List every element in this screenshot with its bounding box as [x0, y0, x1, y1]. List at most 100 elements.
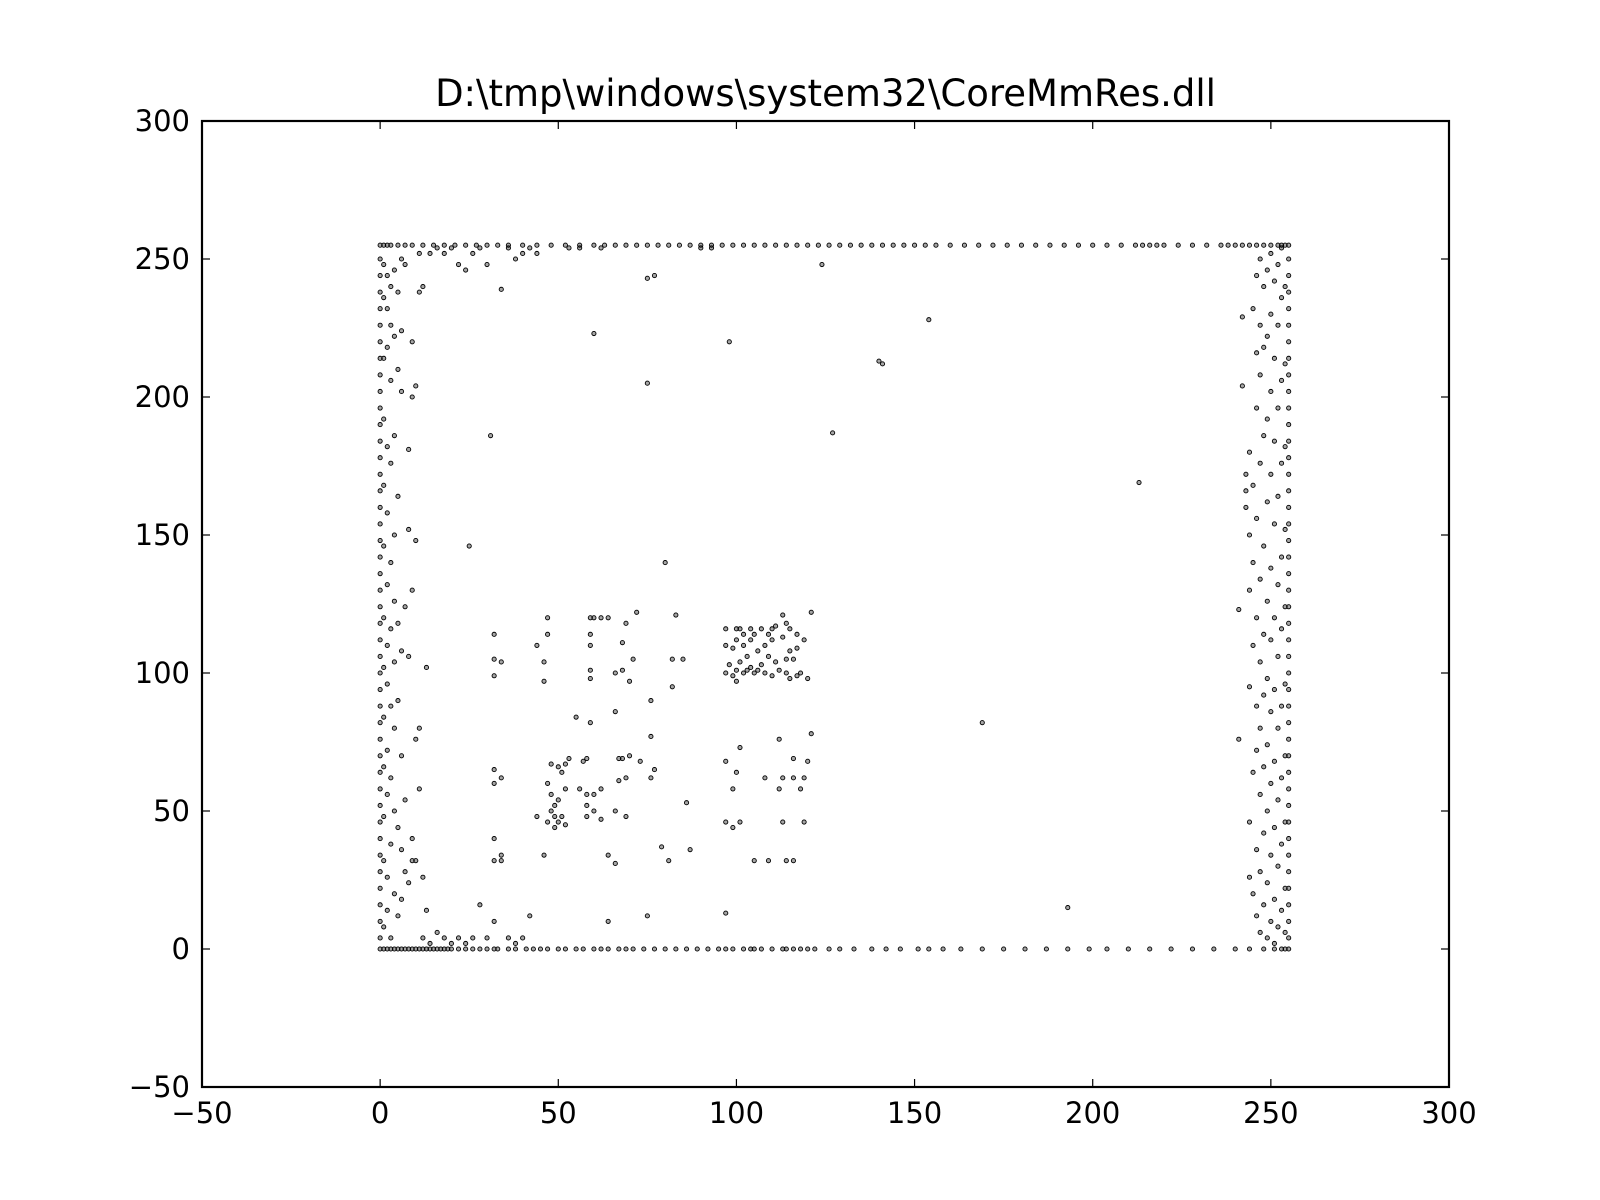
data-point: [684, 946, 690, 952]
data-point: [1286, 935, 1292, 941]
data-point: [1254, 847, 1260, 853]
data-point: [669, 684, 675, 690]
data-point: [808, 609, 814, 615]
data-point: [605, 615, 611, 621]
data-point: [1286, 521, 1292, 527]
y-tick-label: −50: [129, 1070, 190, 1104]
data-point: [1286, 587, 1292, 593]
data-point: [783, 620, 789, 626]
data-point: [1282, 444, 1288, 450]
data-point: [381, 813, 387, 820]
data-point: [391, 946, 397, 952]
chart-title: D:\tmp\windows\system32\CoreMmRes.dll: [435, 72, 1216, 115]
data-point: [1282, 929, 1288, 935]
data-point: [377, 554, 383, 560]
data-point: [377, 339, 383, 345]
data-point: [612, 670, 618, 676]
data-point: [409, 339, 415, 345]
data-point: [377, 256, 383, 262]
data-point: [1061, 242, 1067, 248]
data-point: [1147, 242, 1153, 248]
data-point: [470, 946, 476, 952]
data-point: [1271, 521, 1277, 527]
data-point: [1189, 946, 1196, 952]
data-point: [1286, 918, 1292, 924]
data-point: [926, 317, 932, 323]
data-point: [730, 673, 736, 679]
data-point: [1261, 433, 1267, 439]
data-point: [666, 858, 672, 864]
data-point: [388, 703, 394, 709]
data-point: [598, 946, 604, 952]
data-point: [505, 946, 511, 952]
data-point: [979, 720, 985, 726]
data-point: [398, 328, 405, 334]
data-point: [391, 267, 397, 273]
data-point: [1286, 869, 1292, 875]
data-point: [555, 797, 561, 803]
data-point: [1022, 946, 1028, 952]
data-point: [441, 946, 447, 952]
data-point: [1286, 946, 1292, 952]
data-point: [787, 648, 793, 654]
data-point: [384, 344, 390, 350]
data-point: [744, 667, 750, 673]
data-point: [1261, 631, 1267, 637]
data-point: [577, 245, 583, 251]
data-point: [780, 775, 786, 781]
data-point: [384, 444, 390, 450]
data-point: [708, 245, 715, 251]
data-point: [1154, 242, 1160, 248]
data-point: [1286, 637, 1292, 643]
data-point: [488, 433, 494, 439]
data-point: [498, 286, 504, 292]
data-point: [762, 670, 768, 676]
data-point: [377, 935, 383, 941]
data-point: [869, 242, 875, 248]
data-point: [1254, 615, 1260, 621]
data-point: [830, 430, 836, 436]
data-point: [587, 615, 593, 621]
data-point: [470, 250, 476, 257]
data-point: [562, 786, 568, 792]
data-point: [1261, 543, 1267, 549]
data-point: [616, 946, 622, 952]
data-point: [1286, 604, 1292, 610]
data-point: [463, 940, 469, 947]
data-point: [1271, 946, 1277, 952]
data-point: [1264, 742, 1270, 748]
data-point: [1286, 720, 1292, 726]
data-point: [377, 946, 383, 952]
data-point: [1075, 242, 1082, 248]
data-point: [377, 405, 383, 411]
data-point: [798, 946, 804, 952]
data-point: [1239, 314, 1245, 320]
data-point: [897, 946, 903, 952]
data-point: [520, 935, 526, 941]
data-point: [1286, 885, 1292, 891]
data-point: [566, 245, 572, 251]
data-point: [1286, 753, 1292, 759]
data-point: [1090, 242, 1096, 248]
data-point: [723, 946, 729, 952]
data-point: [555, 946, 561, 952]
data-point: [495, 946, 501, 952]
data-point: [673, 612, 679, 618]
data-point: [1271, 825, 1277, 831]
data-point: [545, 615, 551, 621]
data-point: [790, 775, 796, 781]
data-point: [1239, 383, 1245, 389]
data-point: [598, 786, 604, 792]
data-point: [530, 946, 536, 952]
data-point: [979, 946, 985, 952]
data-point: [990, 242, 996, 248]
data-point: [1286, 289, 1292, 295]
data-point: [384, 510, 390, 516]
data-point: [512, 946, 519, 952]
data-point: [402, 869, 408, 875]
data-point: [377, 736, 383, 742]
data-point: [377, 242, 383, 248]
data-point: [933, 242, 939, 248]
data-point: [1257, 576, 1263, 582]
